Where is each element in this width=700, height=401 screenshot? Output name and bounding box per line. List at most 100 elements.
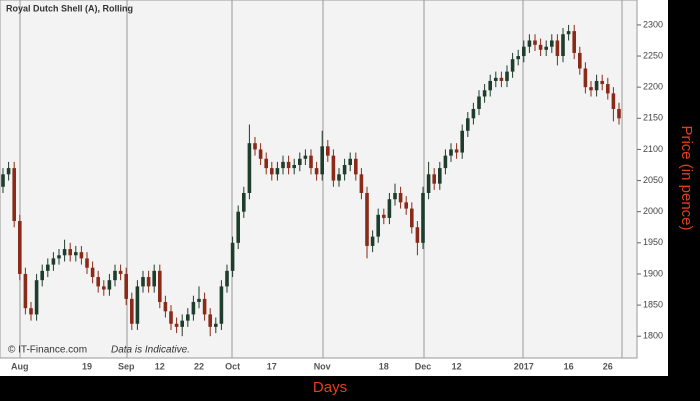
x-tick-label: Oct xyxy=(225,361,240,371)
candle-body xyxy=(494,77,498,81)
candle-body xyxy=(169,311,173,324)
candle-body xyxy=(85,258,89,268)
candle-body xyxy=(449,149,453,156)
y-tick-label: 2200 xyxy=(643,82,663,92)
candle-body xyxy=(522,46,526,57)
y-tick-label: 2000 xyxy=(643,206,663,216)
separators xyxy=(19,0,623,358)
candle-body xyxy=(410,208,414,228)
chart-title: Royal Dutch Shell (A), Rolling xyxy=(6,3,133,13)
x-tick-label: 22 xyxy=(194,361,204,371)
candle-body xyxy=(242,193,246,212)
x-tick-label: 12 xyxy=(452,361,462,371)
candle-body xyxy=(309,155,313,169)
x-tick-label: 26 xyxy=(603,361,613,371)
x-tick-label: Dec xyxy=(415,361,432,371)
candle-body xyxy=(180,320,184,327)
candle-body xyxy=(152,270,156,287)
candle-body xyxy=(550,40,554,47)
candle-body xyxy=(594,80,599,91)
candle-body xyxy=(527,40,532,47)
candle-body xyxy=(303,155,308,159)
candle-body xyxy=(438,168,442,184)
candle-body xyxy=(488,80,492,91)
candle-body xyxy=(314,168,319,175)
candle-body xyxy=(253,143,257,150)
candle-body xyxy=(258,149,263,159)
candle-body xyxy=(572,31,576,53)
candle-body xyxy=(107,280,112,290)
candle-body xyxy=(124,273,128,299)
x-tick-label: 16 xyxy=(564,361,574,371)
candle-body xyxy=(197,298,201,302)
x-tick-label: 19 xyxy=(82,361,92,371)
candle-body xyxy=(471,108,476,119)
candle-body xyxy=(230,242,235,271)
candle-body xyxy=(533,40,537,45)
candle-body xyxy=(404,202,408,209)
candle-body xyxy=(79,252,84,259)
candle-body xyxy=(505,71,509,81)
candle-body xyxy=(555,40,560,57)
candle-body xyxy=(578,52,582,69)
candle-body xyxy=(477,96,481,109)
candle-body xyxy=(118,270,123,274)
candle-body xyxy=(247,143,252,194)
candle-body xyxy=(583,68,588,88)
candle-body xyxy=(415,227,420,243)
candle-body xyxy=(96,277,100,287)
candle-body xyxy=(393,193,397,200)
candle-body xyxy=(617,108,621,119)
candle-body xyxy=(202,298,207,315)
candle-body xyxy=(57,255,61,259)
candle-body xyxy=(286,161,291,169)
candle-body xyxy=(544,46,548,50)
candle-body xyxy=(387,199,392,218)
candle-body xyxy=(141,277,145,287)
x-tick-label: Aug xyxy=(11,361,29,371)
candle-body xyxy=(275,168,280,175)
candle-body xyxy=(163,301,168,312)
x-tick-label: 18 xyxy=(379,361,389,371)
candle-body xyxy=(174,323,179,327)
y-tick-label: 1950 xyxy=(643,237,663,247)
candle-body xyxy=(589,87,593,91)
candle-body xyxy=(499,77,504,81)
candle-body xyxy=(68,249,72,256)
candle-body xyxy=(348,158,352,165)
candle-body xyxy=(331,155,336,181)
candle-body xyxy=(135,286,140,324)
candle-body xyxy=(113,270,117,281)
candle-body xyxy=(51,258,56,265)
candle-body xyxy=(281,161,285,169)
candle-body xyxy=(516,56,520,60)
candle-body xyxy=(298,158,302,165)
candle-body xyxy=(611,93,616,109)
x-tick-label: 17 xyxy=(267,361,277,371)
y-tick-label: 2100 xyxy=(643,144,663,154)
candle-body xyxy=(443,155,448,169)
candle-body xyxy=(320,146,324,175)
candle-body xyxy=(90,267,95,278)
candle-body xyxy=(208,314,212,327)
y-tick-label: 2250 xyxy=(643,50,663,60)
y-tick-label: 2300 xyxy=(643,19,663,29)
candle-body xyxy=(46,264,50,271)
candle-body xyxy=(337,174,341,181)
candle-body xyxy=(376,214,380,237)
candle-body xyxy=(460,130,464,153)
candle-body xyxy=(421,193,425,243)
candle-body xyxy=(482,90,487,97)
candle-body xyxy=(18,221,22,274)
x-tick-label: 12 xyxy=(155,361,165,371)
candle-body xyxy=(354,158,358,175)
candle-body xyxy=(606,84,610,94)
candle-body xyxy=(219,286,224,324)
candle-body xyxy=(561,34,565,57)
plot-area xyxy=(0,0,638,359)
candle-body xyxy=(398,193,403,203)
candle-body xyxy=(62,249,67,256)
watermark: © IT-Finance.com xyxy=(8,345,87,356)
candle-body xyxy=(146,277,151,287)
